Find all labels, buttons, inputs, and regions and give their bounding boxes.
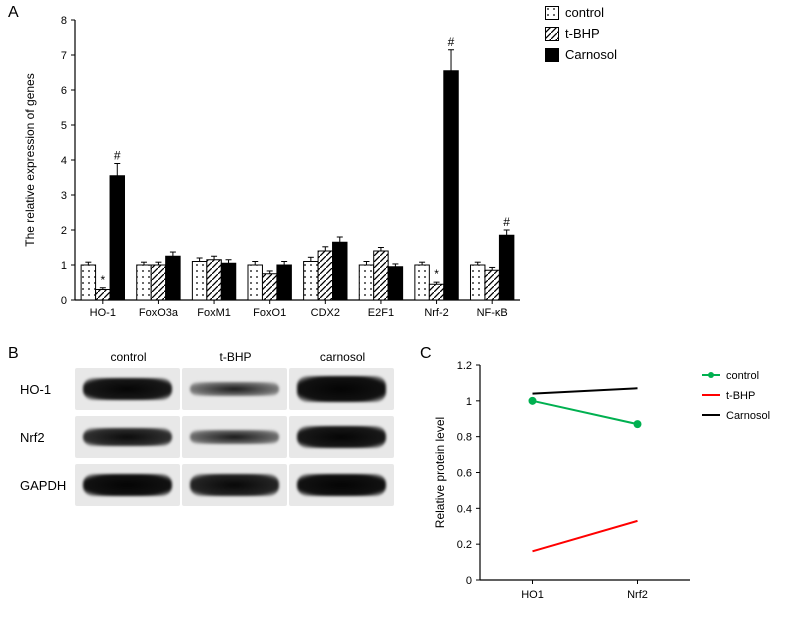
svg-text:Carnosol: Carnosol (726, 410, 770, 422)
bar-chart-gene-expression: 0 1 2 3 4 5 6 7 8 The relative expression of gene… (20, 10, 530, 330)
svg-text:HO-1: HO-1 (90, 307, 116, 319)
wb-lane-header: t-BHP (182, 350, 289, 364)
legend-panel-a: control t-BHP Carnosol (545, 5, 617, 68)
svg-text:0: 0 (466, 575, 472, 587)
western-blot-row-label: HO-1 (20, 382, 75, 397)
western-blot-band (83, 378, 172, 400)
western-blot-band (83, 428, 172, 446)
legend-swatch-control (545, 6, 559, 20)
svg-text:0.4: 0.4 (457, 503, 472, 515)
legend-item-tbhp: t-BHP (545, 26, 617, 41)
svg-text:3: 3 (61, 190, 67, 202)
wb-lane-header: carnosol (289, 350, 396, 364)
svg-text:control: control (726, 370, 759, 382)
svg-text:NF-κB: NF-κB (477, 307, 508, 319)
western-blot-band (190, 474, 279, 496)
svg-text:The relative expression of gen: The relative expression of genes (23, 73, 37, 246)
legend-item-carnosol: Carnosol (545, 47, 617, 62)
western-blot-row: HO-1 (20, 368, 420, 410)
western-blot-lane (75, 416, 180, 458)
svg-text:0: 0 (61, 295, 67, 307)
western-blot-lane (289, 416, 394, 458)
western-blot-band (297, 426, 386, 448)
western-blot-lane (289, 464, 394, 506)
western-blot-lane (75, 464, 180, 506)
panel-label-b: B (8, 345, 19, 363)
western-blot-row-label: GAPDH (20, 478, 75, 493)
line-chart-protein-level: 0 0.2 0.4 0.6 0.8 1 1.2 Relative protein level H… (430, 350, 780, 610)
legend-swatch-tbhp (545, 27, 559, 41)
western-blot-row: GAPDH (20, 464, 420, 506)
svg-text:*: * (434, 267, 439, 281)
western-blot-band (83, 474, 172, 496)
svg-text:4: 4 (61, 155, 67, 167)
western-blot-lane (182, 464, 287, 506)
svg-text:Relative protein level: Relative protein level (433, 417, 447, 528)
legend-label: control (565, 5, 604, 20)
svg-text:5: 5 (61, 120, 67, 132)
legend-label: Carnosol (565, 47, 617, 62)
svg-text:0.8: 0.8 (457, 432, 472, 444)
svg-text:8: 8 (61, 15, 67, 27)
svg-text:FoxM1: FoxM1 (197, 307, 231, 319)
svg-text:2: 2 (61, 225, 67, 237)
western-blot-row: Nrf2 (20, 416, 420, 458)
svg-text:7: 7 (61, 50, 67, 62)
legend-item-control: control (545, 5, 617, 20)
svg-text:0.2: 0.2 (457, 539, 472, 551)
svg-text:t-BHP: t-BHP (726, 390, 755, 402)
western-blot-band (190, 430, 279, 444)
wb-lane-header: control (75, 350, 182, 364)
western-blot: control t-BHP carnosol HO-1 Nrf2 GAPDH (20, 350, 420, 610)
svg-text:Nrf2: Nrf2 (627, 589, 648, 601)
western-blot-lane-headers: control t-BHP carnosol (75, 350, 420, 364)
svg-text:FoxO1: FoxO1 (253, 307, 286, 319)
svg-text:E2F1: E2F1 (368, 307, 394, 319)
svg-text:1: 1 (61, 260, 67, 272)
svg-text:Nrf-2: Nrf-2 (424, 307, 448, 319)
svg-text:*: * (100, 273, 105, 287)
svg-text:0.6: 0.6 (457, 468, 472, 480)
svg-text:CDX2: CDX2 (311, 307, 340, 319)
svg-text:1.2: 1.2 (457, 360, 472, 372)
western-blot-band (190, 382, 279, 396)
legend-label: t-BHP (565, 26, 600, 41)
western-blot-lane (182, 368, 287, 410)
svg-text:HO1: HO1 (521, 589, 544, 601)
svg-text:1: 1 (466, 396, 472, 408)
western-blot-lane (289, 368, 394, 410)
western-blot-lane (182, 416, 287, 458)
western-blot-band (297, 376, 386, 402)
svg-text:#: # (503, 215, 510, 229)
legend-swatch-carnosol (545, 48, 559, 62)
svg-text:#: # (448, 35, 455, 49)
panel-label-a: A (8, 4, 19, 22)
western-blot-row-label: Nrf2 (20, 430, 75, 445)
western-blot-band (297, 474, 386, 496)
svg-text:#: # (114, 149, 121, 163)
western-blot-lane (75, 368, 180, 410)
svg-text:FoxO3a: FoxO3a (139, 307, 179, 319)
svg-text:6: 6 (61, 85, 67, 97)
